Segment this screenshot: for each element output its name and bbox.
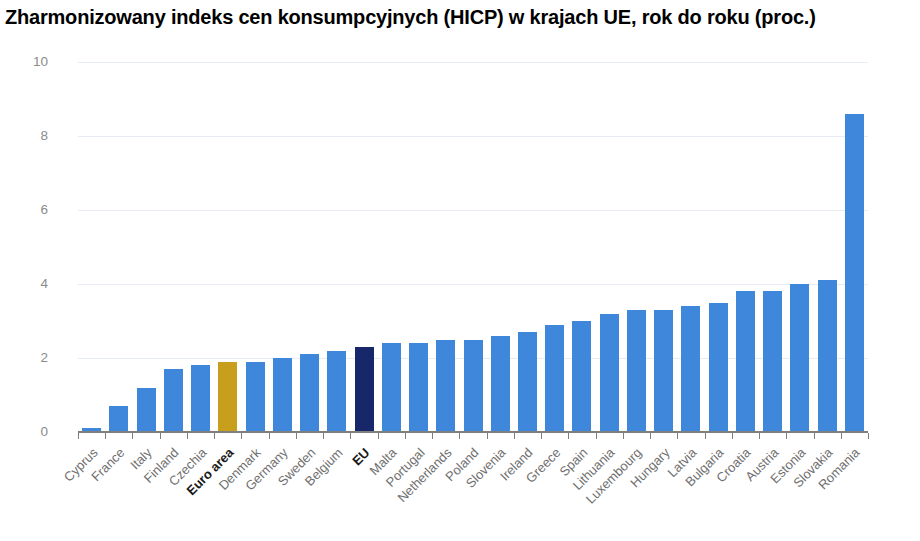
x-tick	[405, 433, 406, 439]
x-tick	[841, 433, 842, 439]
x-tick	[132, 433, 133, 439]
y-tick-label-10: 10	[0, 53, 48, 71]
bar-italy	[137, 388, 156, 432]
bar-czechia	[191, 365, 210, 432]
x-tick	[568, 433, 569, 439]
x-tick	[459, 433, 460, 439]
bar-bulgaria	[709, 303, 728, 433]
gridline-6	[78, 210, 868, 211]
x-tick	[241, 433, 242, 439]
x-tick	[705, 433, 706, 439]
bar-greece	[545, 325, 564, 432]
bar-france	[109, 406, 128, 432]
x-tick	[596, 433, 597, 439]
bar-austria	[763, 291, 782, 432]
x-tick	[350, 433, 351, 439]
y-tick-label-2: 2	[0, 349, 48, 367]
bar-germany	[273, 358, 292, 432]
bar-hungary	[654, 310, 673, 432]
bar-finland	[164, 369, 183, 432]
bar-slovakia	[818, 280, 837, 432]
hicp-bar-chart: Zharmonizowany indeks cen konsumpcyjnych…	[0, 0, 920, 541]
bar-malta	[382, 343, 401, 432]
x-tick	[541, 433, 542, 439]
x-tick	[868, 433, 869, 439]
x-tick	[677, 433, 678, 439]
bar-romania	[845, 114, 864, 432]
x-tick	[378, 433, 379, 439]
bar-luxembourg	[627, 310, 646, 432]
x-axis-line	[78, 431, 868, 433]
bar-netherlands	[436, 340, 455, 433]
bar-portugal	[409, 343, 428, 432]
x-tick	[78, 433, 79, 439]
chart-title: Zharmonizowany indeks cen konsumpcyjnych…	[5, 6, 816, 29]
x-tick	[514, 433, 515, 439]
x-tick	[187, 433, 188, 439]
x-tick	[160, 433, 161, 439]
bar-euro-area	[218, 362, 237, 432]
x-tick	[296, 433, 297, 439]
x-tick	[323, 433, 324, 439]
bar-denmark	[246, 362, 265, 432]
gridline-10	[78, 62, 868, 63]
bar-slovenia	[491, 336, 510, 432]
bar-lithuania	[600, 314, 619, 432]
x-tick	[732, 433, 733, 439]
y-tick-label-0: 0	[0, 423, 48, 441]
gridline-8	[78, 136, 868, 137]
x-tick	[105, 433, 106, 439]
bar-latvia	[681, 306, 700, 432]
bar-eu	[355, 347, 374, 432]
x-tick	[269, 433, 270, 439]
x-tick	[623, 433, 624, 439]
x-tick	[650, 433, 651, 439]
bar-poland	[464, 340, 483, 433]
bar-croatia	[736, 291, 755, 432]
x-tick	[786, 433, 787, 439]
x-tick	[487, 433, 488, 439]
bar-belgium	[327, 351, 346, 432]
bar-estonia	[790, 284, 809, 432]
bar-spain	[572, 321, 591, 432]
x-tick	[432, 433, 433, 439]
y-tick-label-4: 4	[0, 275, 48, 293]
y-tick-label-8: 8	[0, 127, 48, 145]
x-tick	[214, 433, 215, 439]
bar-ireland	[518, 332, 537, 432]
y-tick-label-6: 6	[0, 201, 48, 219]
bar-sweden	[300, 354, 319, 432]
x-tick	[814, 433, 815, 439]
x-tick	[759, 433, 760, 439]
gridline-4	[78, 284, 868, 285]
